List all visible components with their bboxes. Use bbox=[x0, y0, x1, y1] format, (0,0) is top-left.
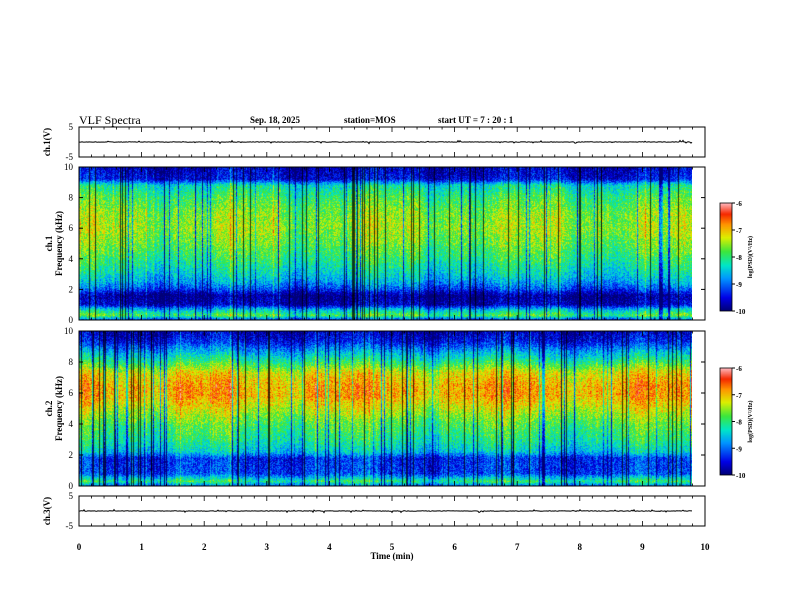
start-time-label: start UT = 7 : 20 : 1 bbox=[438, 115, 514, 125]
ch2-spectrogram-ylabel-group: ch.2 Frequency (kHz) bbox=[44, 376, 64, 441]
ch1-spectrogram-cbtick-label--10: -10 bbox=[736, 308, 746, 316]
ch1-spectrogram-ytick-label-4: 4 bbox=[69, 254, 74, 264]
ch1-spectrogram-cbtick-label--9: -9 bbox=[736, 281, 742, 289]
ch1-spectrogram-cbtick-label--8: -8 bbox=[736, 254, 742, 262]
ch2-spectrogram-image bbox=[79, 331, 692, 486]
ch3-waveform-trace bbox=[78, 508, 692, 514]
ch1-waveform-ylabel-group: ch.1(V) bbox=[42, 128, 52, 156]
ch2-spectrogram-ytick-label-0: 0 bbox=[69, 481, 74, 491]
ch1-spectrogram-image bbox=[79, 167, 692, 320]
ch2-spectrogram-channel-label: ch.2 bbox=[44, 400, 54, 416]
ch2-spectrogram-ytick-label-8: 8 bbox=[69, 357, 74, 367]
ch2-spectrogram-cbtick-label--7: -7 bbox=[736, 392, 742, 400]
ch1-spectrogram-ytick-label-10: 10 bbox=[64, 162, 74, 172]
ch2-spectrogram-ytick-label-2: 2 bbox=[69, 450, 74, 460]
ch3-waveform-ylabel-group: ch.3(V) bbox=[42, 497, 52, 525]
ch2-spectrogram-colorbar-label: log(PSD)(V²/Hz) bbox=[747, 400, 754, 442]
ch1-waveform-ylabel: ch.1(V) bbox=[42, 128, 52, 156]
x-axis-label: Time (min) bbox=[370, 551, 413, 561]
ch1-spectrogram-cbtick-label--7: -7 bbox=[736, 227, 742, 235]
ch2-spectrogram-cbtick-label--10: -10 bbox=[736, 472, 746, 480]
ch1-spectrogram-cbtick-label--6: -6 bbox=[736, 200, 742, 208]
ch2-spectrogram-cbtick-label--6: -6 bbox=[736, 365, 742, 373]
x-tick-label-4: 4 bbox=[327, 542, 332, 552]
ch2-spectrogram-ytick-label-6: 6 bbox=[69, 388, 74, 398]
x-tick-label-5: 5 bbox=[390, 542, 395, 552]
ch1-spectrogram-ylabel: Frequency (kHz) bbox=[54, 211, 64, 276]
x-tick-label-2: 2 bbox=[202, 542, 207, 552]
x-tick-label-9: 9 bbox=[640, 542, 645, 552]
ch3-waveform-ylabel: ch.3(V) bbox=[42, 497, 52, 525]
x-tick-label-7: 7 bbox=[515, 542, 520, 552]
ch1-spectrogram-colorbar bbox=[720, 203, 732, 311]
ch1-spectrogram-ytick-label-6: 6 bbox=[69, 223, 74, 233]
ch1-spectrogram-ytick-label-2: 2 bbox=[69, 284, 74, 294]
ch1-spectrogram-colorbar-label-group: log(PSD)(V²/Hz) bbox=[747, 236, 754, 278]
ch3-waveform-ytick-label-5: 5 bbox=[69, 491, 74, 501]
ch2-spectrogram-colorbar bbox=[720, 368, 732, 475]
ch1-spectrogram-ytick-label-0: 0 bbox=[69, 315, 74, 325]
ch1-waveform-trace bbox=[78, 139, 693, 145]
ch2-spectrogram-colorbar-label-group: log(PSD)(V²/Hz) bbox=[747, 400, 754, 442]
ch2-spectrogram-ylabel: Frequency (kHz) bbox=[54, 376, 64, 441]
x-tick-label-6: 6 bbox=[452, 542, 457, 552]
ch2-spectrogram-cbtick-label--9: -9 bbox=[736, 445, 742, 453]
ch1-waveform-ytick-label--5: -5 bbox=[66, 152, 74, 162]
x-tick-label-0: 0 bbox=[77, 542, 82, 552]
station-label: station=MOS bbox=[344, 115, 396, 125]
ch2-spectrogram-cbtick-label--8: -8 bbox=[736, 419, 742, 427]
ch1-spectrogram-ylabel-group: ch.1 Frequency (kHz) bbox=[44, 211, 64, 276]
x-tick-label-8: 8 bbox=[578, 542, 583, 552]
chart-title: VLF Spectra bbox=[79, 113, 141, 127]
date-label: Sep. 18, 2025 bbox=[250, 115, 301, 125]
ch1-spectrogram-ytick-label-8: 8 bbox=[69, 193, 74, 203]
ch2-spectrogram-ytick-label-4: 4 bbox=[69, 419, 74, 429]
ch2-spectrogram-ytick-label-10: 10 bbox=[64, 326, 74, 336]
x-tick-label-3: 3 bbox=[265, 542, 270, 552]
ch3-waveform-ytick-label--5: -5 bbox=[66, 521, 74, 531]
x-tick-label-1: 1 bbox=[139, 542, 144, 552]
ch1-spectrogram-channel-label: ch.1 bbox=[44, 235, 54, 251]
x-tick-label-10: 10 bbox=[701, 542, 711, 552]
ch1-spectrogram-colorbar-label: log(PSD)(V²/Hz) bbox=[747, 236, 754, 278]
ch1-waveform-ytick-label-5: 5 bbox=[69, 122, 74, 132]
